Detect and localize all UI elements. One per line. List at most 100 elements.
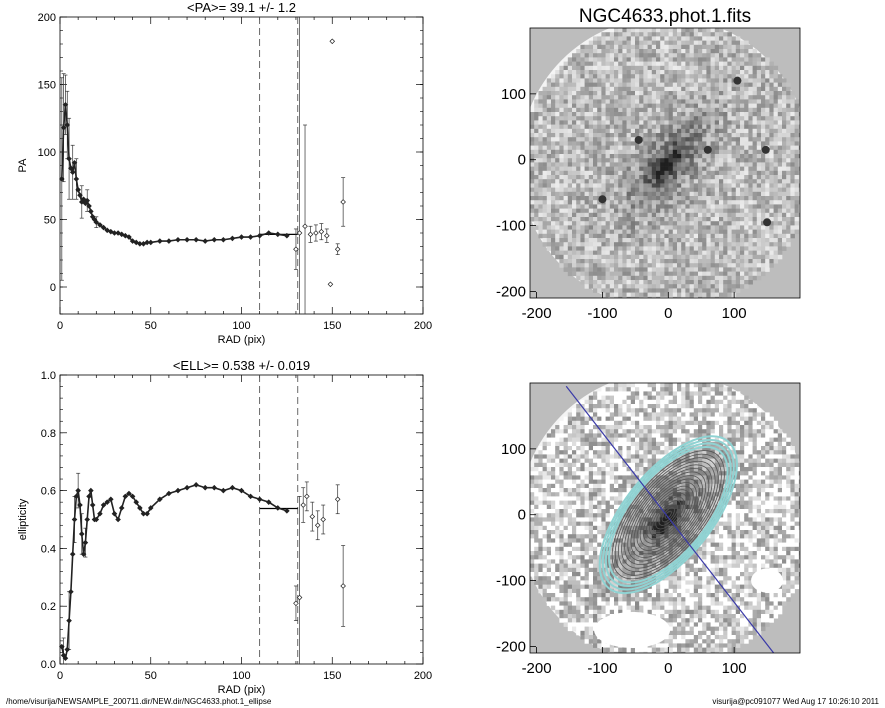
pixel — [677, 82, 682, 88]
pixel — [643, 107, 648, 113]
pixel — [576, 441, 581, 447]
pixel — [765, 162, 770, 167]
pixel — [538, 183, 543, 188]
pixel — [710, 280, 716, 285]
pixel — [626, 53, 632, 58]
pixel — [567, 154, 573, 159]
pixel — [563, 112, 569, 117]
pixel — [588, 162, 594, 167]
x-axis-label: RAD (pix) — [218, 684, 266, 696]
pixel — [740, 217, 745, 222]
pixel — [748, 141, 753, 146]
pixel — [794, 179, 800, 184]
pixel — [752, 116, 758, 121]
pixel — [588, 53, 594, 58]
pixel — [588, 99, 594, 104]
pixel — [761, 217, 766, 222]
pixel — [601, 521, 606, 527]
pixel — [626, 95, 632, 100]
pixel — [593, 204, 598, 209]
pixel — [593, 128, 598, 134]
pixel — [702, 217, 707, 222]
pixel — [551, 170, 556, 176]
pixel — [580, 454, 585, 459]
pixel — [735, 271, 741, 277]
pixel — [698, 200, 703, 205]
pixel — [618, 187, 623, 193]
pixel — [706, 53, 711, 58]
pixel — [530, 572, 535, 577]
pixel — [643, 137, 648, 142]
pixel — [580, 204, 585, 209]
pixel — [668, 166, 674, 172]
pixel — [534, 158, 539, 163]
pixel — [656, 296, 661, 298]
pixel — [597, 263, 602, 268]
pixel — [576, 120, 581, 125]
pixel — [593, 246, 598, 251]
pixel — [584, 271, 590, 277]
pixel — [668, 78, 674, 83]
pixel — [555, 567, 560, 573]
pixel — [740, 107, 745, 113]
pixel — [681, 175, 686, 180]
pixel — [773, 112, 779, 117]
pixel — [668, 221, 674, 226]
pixel — [689, 233, 695, 239]
pixel — [748, 120, 753, 125]
pixel — [710, 162, 716, 167]
pixel — [614, 158, 619, 163]
pixel — [752, 233, 758, 239]
pixel — [786, 212, 791, 218]
pixel — [731, 49, 737, 54]
pixel — [777, 208, 783, 214]
pixel — [723, 128, 728, 134]
pixel — [618, 204, 623, 209]
pixel — [790, 162, 795, 167]
pixel — [559, 597, 564, 602]
pixel — [685, 82, 690, 88]
pixel — [777, 170, 783, 176]
pixel — [534, 546, 539, 552]
pixel — [597, 500, 602, 506]
pixel — [723, 78, 728, 83]
pixel — [576, 116, 581, 121]
pixel — [765, 128, 770, 134]
pixel — [744, 40, 749, 46]
pixel — [576, 576, 581, 581]
pixel — [593, 614, 598, 619]
pixel — [710, 28, 716, 33]
pixel — [731, 250, 737, 256]
pixel — [664, 292, 669, 298]
pixel — [677, 44, 682, 50]
pixel — [534, 555, 539, 560]
pixel — [593, 391, 598, 396]
pixel — [710, 32, 716, 37]
pixel — [534, 124, 539, 130]
pixel — [689, 166, 695, 172]
pixel — [559, 429, 564, 434]
pixel — [580, 162, 585, 167]
pixel — [752, 187, 758, 193]
pixel — [593, 288, 598, 293]
pixel — [685, 128, 690, 134]
pixel — [609, 44, 615, 50]
pixel — [710, 141, 716, 146]
pixel — [563, 149, 569, 155]
pixel — [542, 584, 548, 590]
pixel — [651, 217, 657, 222]
pixel — [530, 513, 535, 518]
pixel — [584, 563, 590, 569]
pixel — [689, 107, 695, 113]
pixel — [790, 103, 795, 109]
pixel — [580, 217, 585, 222]
pixel — [647, 166, 653, 172]
pixel — [664, 187, 669, 193]
pixel — [614, 61, 619, 67]
pixel — [584, 78, 590, 83]
pixel — [563, 580, 569, 585]
pixel — [588, 639, 594, 644]
pixel — [563, 254, 569, 260]
pixel — [546, 496, 552, 501]
pixel — [622, 95, 627, 100]
